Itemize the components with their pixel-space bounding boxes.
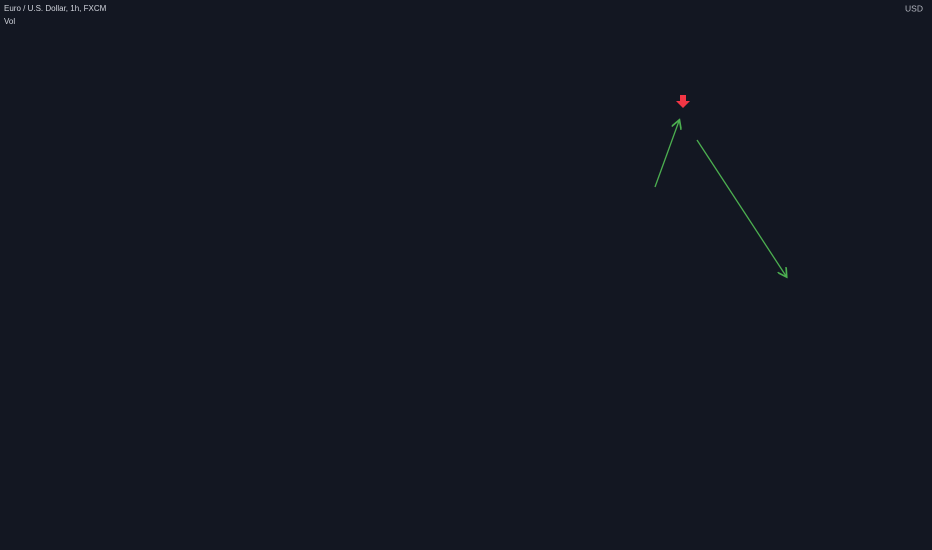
currency-box — [903, 2, 925, 16]
trend-arrow — [696, 139, 786, 276]
currency: USD — [905, 3, 923, 13]
chart-title: Euro / U.S. Dollar, 1h, FXCM — [4, 4, 107, 13]
sell-signal — [676, 95, 690, 108]
trend-arrow — [654, 121, 679, 188]
volume-label: Vol — [4, 17, 15, 26]
time-axis — [0, 530, 932, 550]
price-axis — [897, 0, 932, 550]
